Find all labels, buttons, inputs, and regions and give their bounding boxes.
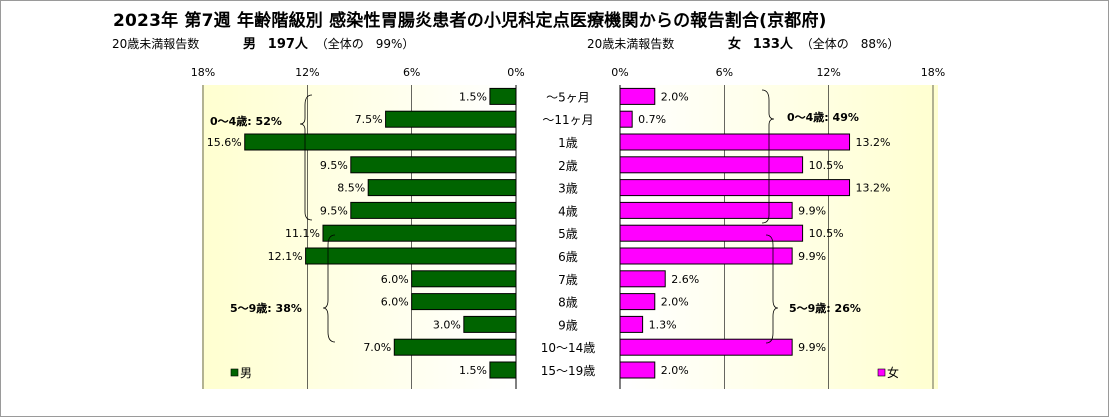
female-bar xyxy=(619,201,793,219)
male-0-4-bracket xyxy=(299,94,313,221)
male-data-label: 6.0% xyxy=(381,296,409,309)
female-x-tick-label: 0% xyxy=(611,66,628,79)
female-count: 133人 xyxy=(752,37,793,52)
legend-male-swatch xyxy=(230,368,239,377)
male-bar xyxy=(489,361,517,379)
age-category-label: 2歳 xyxy=(558,159,578,173)
female-data-label: 2.0% xyxy=(661,90,689,103)
male-x-tick-label: 12% xyxy=(295,66,319,79)
female-header: 20歳未満報告数 女 133人 （全体の 88%） xyxy=(587,33,899,52)
female-bar xyxy=(619,179,851,197)
male-data-label: 6.0% xyxy=(381,273,409,286)
age-category-label: 1歳 xyxy=(558,136,578,150)
female-count-label: 20歳未満報告数 xyxy=(587,37,675,51)
female-x-tick-label: 12% xyxy=(816,66,840,79)
female-data-label: 9.9% xyxy=(798,204,826,217)
male-x-tick-label: 18% xyxy=(191,66,215,79)
male-5-9-bracket xyxy=(322,234,336,343)
female-bar xyxy=(619,87,656,105)
legend-female-swatch xyxy=(877,368,886,377)
age-category-label: 15～19歳 xyxy=(541,364,596,378)
annotation-male-0-4: 0～4歳: 52% xyxy=(210,114,282,128)
annotation-female-5-9: 5～9歳: 26% xyxy=(789,301,861,315)
age-category-label: ～5ヶ月 xyxy=(546,90,590,104)
female-bar xyxy=(619,293,656,311)
male-bar xyxy=(489,87,517,105)
age-category-label: 9歳 xyxy=(558,318,578,332)
male-data-label: 7.5% xyxy=(355,113,383,126)
chart-title: 2023年 第7週 年齢階級別 感染性胃腸炎患者の小児科定点医療機関からの報告割… xyxy=(113,11,827,31)
annotation-female-0-4: 0～4歳: 49% xyxy=(787,110,859,124)
age-category-label: 3歳 xyxy=(558,182,578,196)
age-category-label: 7歳 xyxy=(558,273,578,287)
age-category-label: 8歳 xyxy=(558,296,578,310)
female-data-label: 0.7% xyxy=(638,113,666,126)
male-data-label: 1.5% xyxy=(459,90,487,103)
male-bar xyxy=(350,156,517,174)
female-data-label: 2.0% xyxy=(661,296,689,309)
male-data-label: 12.1% xyxy=(268,250,303,263)
age-category-label: 10～14歳 xyxy=(541,341,596,355)
female-bar xyxy=(619,110,633,128)
male-data-label: 9.5% xyxy=(320,159,348,172)
age-category-label: 5歳 xyxy=(558,227,578,241)
male-bar xyxy=(411,270,517,288)
age-category-label: 6歳 xyxy=(558,250,578,264)
male-data-label: 9.5% xyxy=(320,204,348,217)
male-x-tick-label: 0% xyxy=(507,66,524,79)
male-data-label: 11.1% xyxy=(285,227,320,240)
female-bar xyxy=(619,247,793,265)
female-bar xyxy=(619,315,644,333)
male-bar xyxy=(350,201,517,219)
legend-male-label: 男 xyxy=(240,366,252,380)
female-bar xyxy=(619,133,851,151)
male-share: （全体の 99%） xyxy=(315,37,415,51)
male-sex-label: 男 xyxy=(242,37,256,52)
male-data-label: 7.0% xyxy=(363,341,391,354)
female-share: （全体の 88%） xyxy=(800,37,900,51)
female-x-tick-label: 6% xyxy=(716,66,733,79)
female-bar xyxy=(619,338,793,356)
female-x-tick-label: 18% xyxy=(921,66,945,79)
male-bar xyxy=(463,315,517,333)
male-data-label: 3.0% xyxy=(433,318,461,331)
male-count-label: 20歳未満報告数 xyxy=(112,37,200,51)
female-data-label: 9.9% xyxy=(798,341,826,354)
female-data-label: 2.6% xyxy=(671,273,699,286)
male-x-tick-label: 6% xyxy=(403,66,420,79)
female-sex-label: 女 xyxy=(727,37,741,52)
male-header: 20歳未満報告数 男 197人 （全体の 99%） xyxy=(112,33,414,52)
male-bar xyxy=(244,133,517,151)
annotation-male-5-9: 5～9歳: 38% xyxy=(230,301,302,315)
male-data-label: 1.5% xyxy=(459,364,487,377)
female-data-label: 13.2% xyxy=(856,136,891,149)
male-bar xyxy=(393,338,517,356)
female-data-label: 10.5% xyxy=(809,159,844,172)
male-count: 197人 xyxy=(267,37,308,52)
male-data-label: 15.6% xyxy=(207,136,242,149)
female-0-4-bracket xyxy=(761,89,775,224)
female-bar xyxy=(619,156,804,174)
male-bar xyxy=(411,293,517,311)
male-data-label: 8.5% xyxy=(337,182,365,195)
female-bar xyxy=(619,361,656,379)
male-bar xyxy=(367,179,517,197)
female-data-label: 10.5% xyxy=(809,227,844,240)
female-bar xyxy=(619,270,666,288)
female-data-label: 2.0% xyxy=(661,364,689,377)
age-category-label: 4歳 xyxy=(558,204,578,218)
female-data-label: 1.3% xyxy=(649,318,677,331)
male-bar xyxy=(305,247,517,265)
age-category-label: ～11ヶ月 xyxy=(542,113,593,127)
female-data-label: 13.2% xyxy=(856,182,891,195)
female-data-label: 9.9% xyxy=(798,250,826,263)
legend-female-label: 女 xyxy=(887,365,899,380)
male-bar xyxy=(385,110,517,128)
female-5-9-bracket xyxy=(765,234,779,344)
male-bar xyxy=(322,224,517,242)
female-bar xyxy=(619,224,804,242)
